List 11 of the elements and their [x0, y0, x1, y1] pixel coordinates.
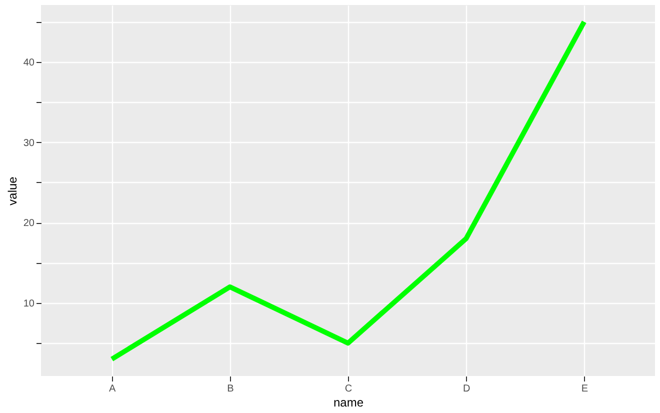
x-axis-title: name [333, 396, 364, 410]
x-tick-label: E [581, 384, 588, 394]
y-tick-label: 40 [23, 58, 35, 69]
x-tick-label: C [344, 384, 352, 394]
y-tick-label: 10 [23, 298, 35, 310]
x-tick-label: B [227, 384, 234, 394]
y-tick-label: 30 [23, 138, 35, 149]
y-tick-label: 20 [23, 218, 35, 230]
x-tick-label: A [109, 384, 116, 394]
x-tick-label: D [462, 384, 470, 394]
y-axis-title: value [5, 176, 20, 206]
